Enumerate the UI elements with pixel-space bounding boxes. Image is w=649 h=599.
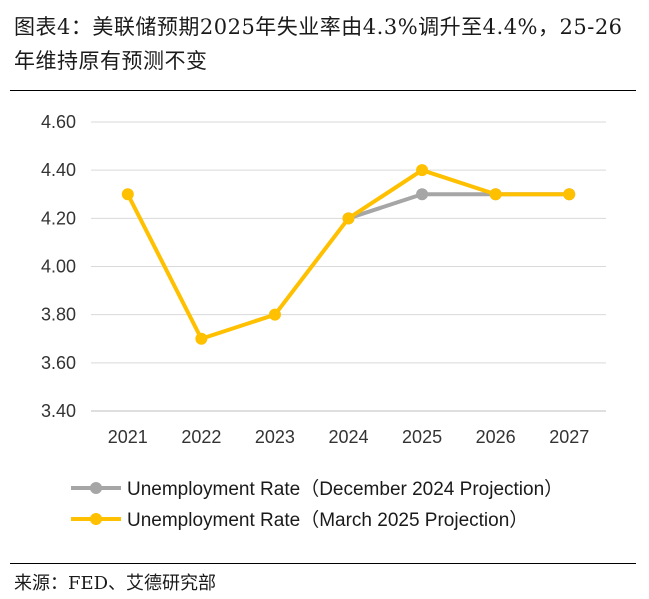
y-tick-label: 3.80 [41, 305, 76, 325]
data-point [489, 188, 502, 201]
line-chart: 3.403.603.804.004.204.404.60 2021 2022 202… [41, 112, 606, 531]
y-tick-label: 4.60 [41, 112, 76, 132]
y-tick-label: 3.40 [41, 401, 76, 421]
data-point [121, 188, 134, 201]
series-1 [121, 164, 576, 345]
series-lines [121, 164, 576, 345]
y-tick-label: 4.00 [41, 257, 76, 277]
data-point [563, 188, 576, 201]
x-tick-label: 2026 [476, 427, 516, 447]
title-divider [10, 90, 636, 91]
y-tick-label: 4.40 [41, 160, 76, 180]
x-tick-label: 2022 [181, 427, 221, 447]
source-divider [10, 563, 636, 564]
source-note: 来源：FED、艾德研究部 [14, 573, 217, 594]
y-tick-label: 4.20 [41, 208, 76, 228]
x-tick-label: 2021 [108, 427, 148, 447]
x-tick-label: 2023 [255, 427, 295, 447]
legend-marker [90, 513, 102, 525]
data-point [416, 164, 429, 177]
gridlines [91, 121, 606, 412]
legend: Unemployment Rate（December 2024 Projecti… [71, 478, 563, 531]
data-point [268, 308, 281, 321]
data-point [195, 332, 208, 345]
x-tick-label: 2024 [328, 427, 368, 447]
data-point [416, 188, 429, 201]
legend-marker [90, 482, 102, 494]
x-tick-label: 2025 [402, 427, 442, 447]
x-axis-ticks: 2021 2022 2023 2024 2025 2026 2027 [108, 427, 589, 447]
y-axis-ticks: 3.40 3.60 3.80 4.00 4.20 4.40 4.60 [41, 112, 76, 421]
data-point [342, 212, 355, 225]
legend-label: Unemployment Rate（March 2025 Projection） [127, 509, 528, 531]
series-line [125, 168, 572, 341]
x-tick-label: 2027 [549, 427, 589, 447]
legend-label: Unemployment Rate（December 2024 Projecti… [127, 478, 563, 500]
figure-title: 图表4：美联储预期2025年失业率由4.3%调升至4.4%，25-26年维持原有… [14, 15, 623, 73]
y-tick-label: 3.60 [41, 353, 76, 373]
